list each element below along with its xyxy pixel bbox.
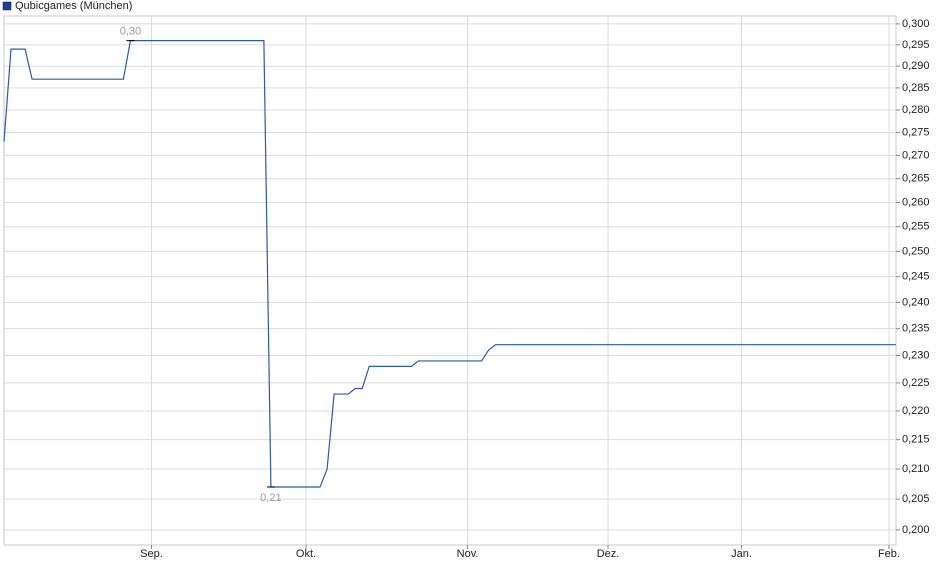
y-tick-label: 0,210 — [902, 463, 930, 475]
x-tick-label: Nov. — [457, 548, 479, 560]
y-tick-label: 0,220 — [902, 405, 930, 417]
x-tick-label: Jan. — [731, 548, 752, 560]
y-tick-label: 0,200 — [902, 524, 930, 536]
legend-label: Qubicgames (München) — [15, 0, 132, 12]
x-tick-label: Okt. — [296, 548, 316, 560]
y-tick-label: 0,280 — [902, 104, 930, 116]
legend-swatch — [2, 1, 12, 11]
y-tick-label: 0,295 — [902, 39, 930, 51]
y-tick-label: 0,205 — [902, 493, 930, 505]
y-tick-label: 0,250 — [902, 245, 930, 257]
y-tick-label: 0,290 — [902, 60, 930, 72]
x-tick-label: Sep. — [140, 548, 163, 560]
x-tick-label: Dez. — [597, 548, 620, 560]
value-label: 0,30 — [120, 26, 141, 38]
y-tick-label: 0,215 — [902, 434, 930, 446]
y-tick-label: 0,275 — [902, 126, 930, 138]
y-tick-label: 0,245 — [902, 271, 930, 283]
y-tick-label: 0,270 — [902, 149, 930, 161]
x-tick-label: Feb. — [878, 548, 900, 560]
y-tick-label: 0,225 — [902, 377, 930, 389]
y-tick-label: 0,300 — [902, 18, 930, 30]
price-line — [3, 40, 896, 488]
y-tick-label: 0,230 — [902, 349, 930, 361]
y-tick-label: 0,265 — [902, 173, 930, 185]
y-tick-label: 0,260 — [902, 196, 930, 208]
value-label: 0,21 — [260, 492, 281, 504]
y-tick-label: 0,240 — [902, 296, 930, 308]
plot-area — [3, 15, 897, 546]
y-tick-label: 0,235 — [902, 323, 930, 335]
y-tick-label: 0,255 — [902, 221, 930, 233]
y-tick-label: 0,285 — [902, 82, 930, 94]
